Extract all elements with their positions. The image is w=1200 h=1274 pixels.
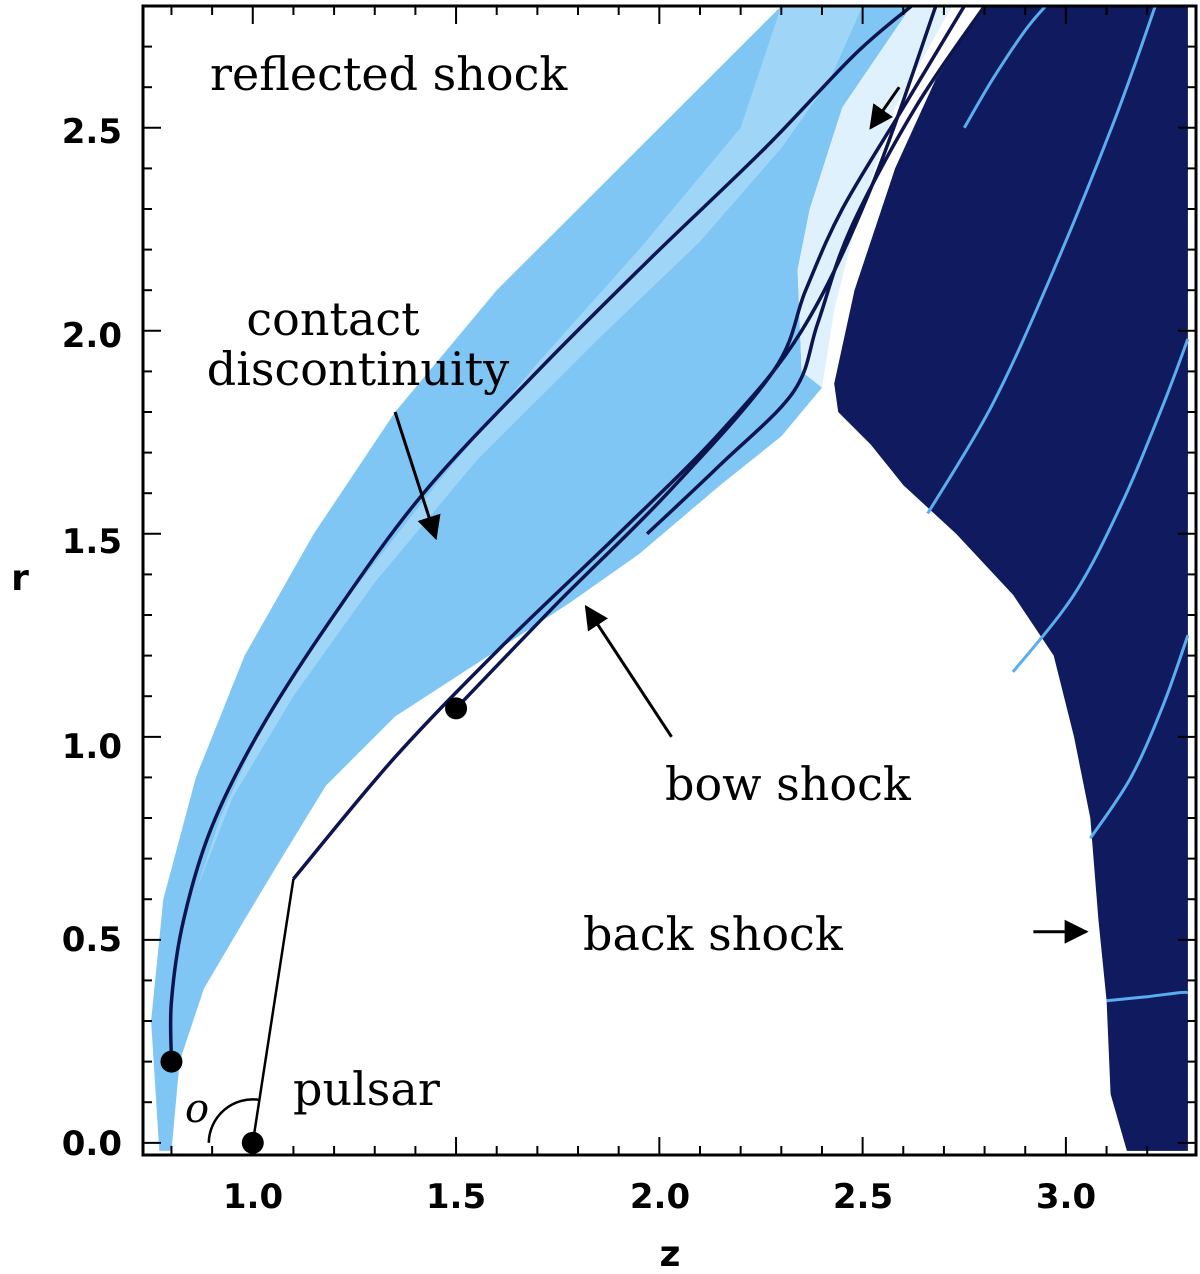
y-tick-label: 0.5: [62, 920, 122, 960]
theta-arc: [207, 1098, 259, 1143]
x-tick-label: 1.5: [426, 1177, 486, 1217]
y-tick-label: 1.5: [62, 522, 122, 562]
annotation-discontinuity: discontinuity: [207, 342, 509, 396]
axis-ticks: [143, 6, 1196, 1155]
annotation-lines: [207, 878, 295, 1144]
y-axis-label: r: [11, 558, 29, 599]
shaded-regions: [151, 6, 1188, 1151]
y-tick-label: 1.0: [62, 727, 122, 767]
streamline-4: [926, 6, 1157, 515]
annotation-contact: contact: [246, 292, 420, 346]
y-tick-label: 0.0: [62, 1124, 122, 1164]
theta-line: [251, 878, 295, 1144]
y-tick-label: 2.0: [62, 316, 122, 356]
streamline-7: [1106, 990, 1188, 1003]
annotation-pulsar: pulsar: [293, 1062, 440, 1116]
x-tick-label: 1.0: [223, 1177, 283, 1217]
y-tick-label: 2.5: [62, 112, 122, 152]
x-tick-label: 3.0: [1036, 1177, 1096, 1217]
plot-area: [151, 6, 1190, 1154]
annotation-theta: o: [185, 1086, 209, 1132]
marker-point-1: [445, 697, 468, 720]
region-reflected-shock-layer: [797, 6, 953, 388]
plot-frame: [141, 4, 1198, 1157]
x-tick-labels: 1.0 1.5 2.0 2.5 3.0: [223, 1177, 1096, 1217]
streamlines: [168, 6, 1190, 1062]
arrow-bow-shock: [584, 604, 673, 738]
arrow-contact-discontinuity: [393, 411, 441, 541]
annotation-bow-shock: bow shock: [665, 757, 912, 811]
arrow-reflected-shock: [869, 86, 901, 130]
streamline-5: [1011, 338, 1190, 673]
region-bow-shock-layer: [151, 6, 912, 1151]
streamline-0: [168, 6, 913, 1062]
annotation-reflected-shock: reflected shock: [210, 47, 568, 101]
region-inner-layer: [195, 6, 863, 892]
streamline-8: [963, 6, 1047, 129]
x-tick-label: 2.0: [630, 1177, 690, 1217]
annotation-back-shock: back shock: [583, 907, 844, 961]
y-tick-labels: 0.0 0.5 1.0 1.5 2.0 2.5: [62, 112, 122, 1164]
streamline-3: [645, 6, 987, 536]
region-back-region: [834, 6, 1188, 1151]
streamline-6: [1089, 634, 1190, 840]
marker-points: [160, 697, 468, 1154]
annotations: reflected shock contact discontinuity bo…: [185, 47, 912, 1132]
x-tick-label: 2.5: [833, 1177, 893, 1217]
x-axis-label: z: [660, 1234, 681, 1274]
marker-point-0: [160, 1050, 183, 1073]
